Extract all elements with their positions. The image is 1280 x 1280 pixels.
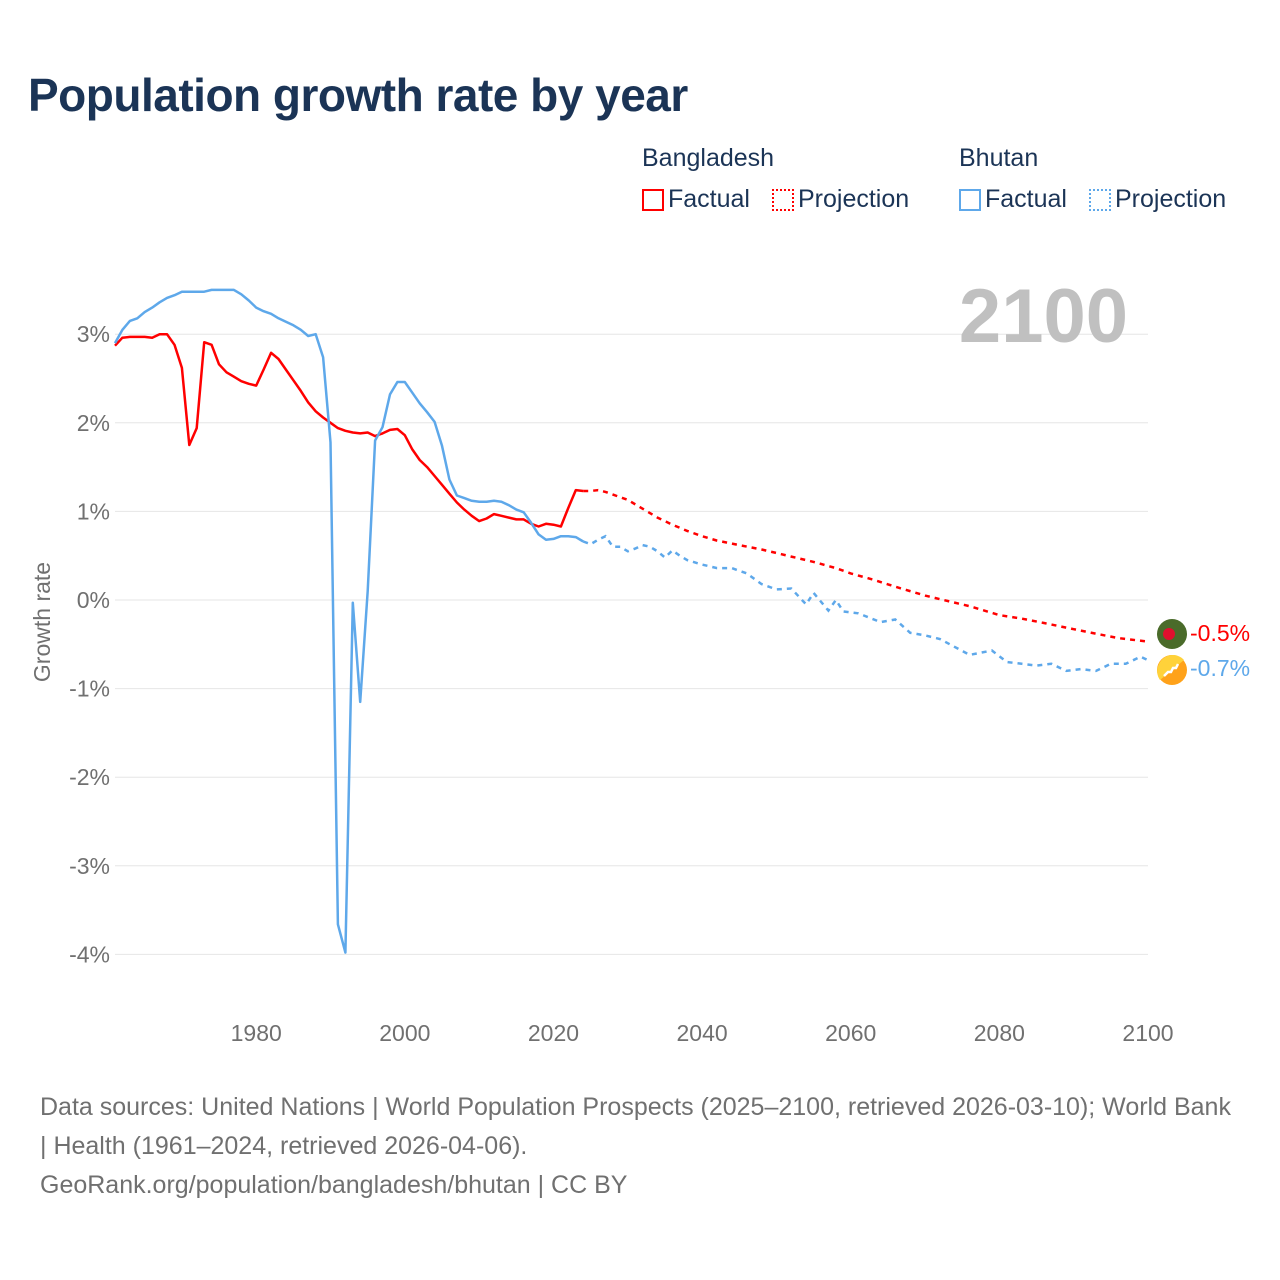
legend-bhutan: Bhutan Factual Projection	[959, 144, 1242, 214]
chart-title: Population growth rate by year	[28, 69, 688, 121]
x-tick-label: 2060	[825, 1020, 876, 1046]
bhutan-projection-line	[582, 534, 1149, 673]
legend-bangladesh: Bangladesh Factual Projection	[642, 144, 925, 214]
footer: Data sources: United Nations | World Pop…	[40, 1088, 1240, 1205]
legend-swatch-solid	[642, 188, 664, 211]
x-tick-label: 1980	[231, 1020, 282, 1046]
y-tick-label: -4%	[69, 941, 110, 967]
legend-label: Projection	[797, 185, 910, 213]
x-tick-label: 2020	[528, 1020, 579, 1046]
bhutan-end-label: -0.7%	[1190, 655, 1250, 681]
x-tick-label: 2100	[1122, 1020, 1173, 1046]
legend-label: Factual	[668, 185, 750, 213]
legend-item-factual[interactable]: Factual	[642, 185, 750, 214]
bhutan-factual-line	[113, 288, 584, 954]
bhutan-flag-icon	[1157, 654, 1187, 685]
bangladesh-projection-line	[583, 488, 1149, 643]
y-tick-label: -3%	[69, 853, 110, 879]
legend-label: Factual	[985, 185, 1067, 213]
data-sources: Data sources: United Nations | World Pop…	[40, 1093, 1231, 1160]
x-tick-label: 2080	[974, 1020, 1025, 1046]
credit-link[interactable]: GeoRank.org/population/bangladesh/bhutan…	[40, 1171, 628, 1199]
legend-country-name: Bangladesh	[642, 144, 775, 172]
y-axis-label: Growth rate	[29, 562, 55, 682]
year-watermark: 2100	[959, 274, 1128, 359]
x-tick-label: 2000	[379, 1020, 430, 1046]
bangladesh-flag-icon	[1157, 619, 1187, 649]
y-tick-label: -1%	[69, 676, 110, 702]
bangladesh-end-label: -0.5%	[1190, 620, 1250, 646]
y-tick-label: 0%	[77, 587, 110, 613]
y-tick-label: -2%	[69, 764, 110, 790]
bangladesh-factual-line	[114, 332, 584, 528]
y-tick-label: 3%	[77, 321, 110, 347]
legend-label: Projection	[1114, 185, 1227, 213]
legend-country-name: Bhutan	[959, 144, 1039, 172]
legend-item-projection[interactable]: Projection	[771, 185, 910, 214]
legend-swatch-dotted	[771, 188, 794, 211]
x-tick-label: 2040	[677, 1020, 728, 1046]
legend-item-projection[interactable]: Projection	[1088, 185, 1227, 214]
chart-plot: 3% 2% 1% 0% -1% -2% -3% -4% 1980 2000 2020 2040 2060…	[29, 274, 1250, 1046]
legend-item-factual[interactable]: Factual	[959, 185, 1067, 214]
legend-swatch-dotted	[1088, 188, 1111, 211]
legend-swatch-solid	[959, 188, 981, 211]
y-tick-label: 2%	[77, 410, 110, 436]
y-tick-label: 1%	[77, 498, 110, 524]
